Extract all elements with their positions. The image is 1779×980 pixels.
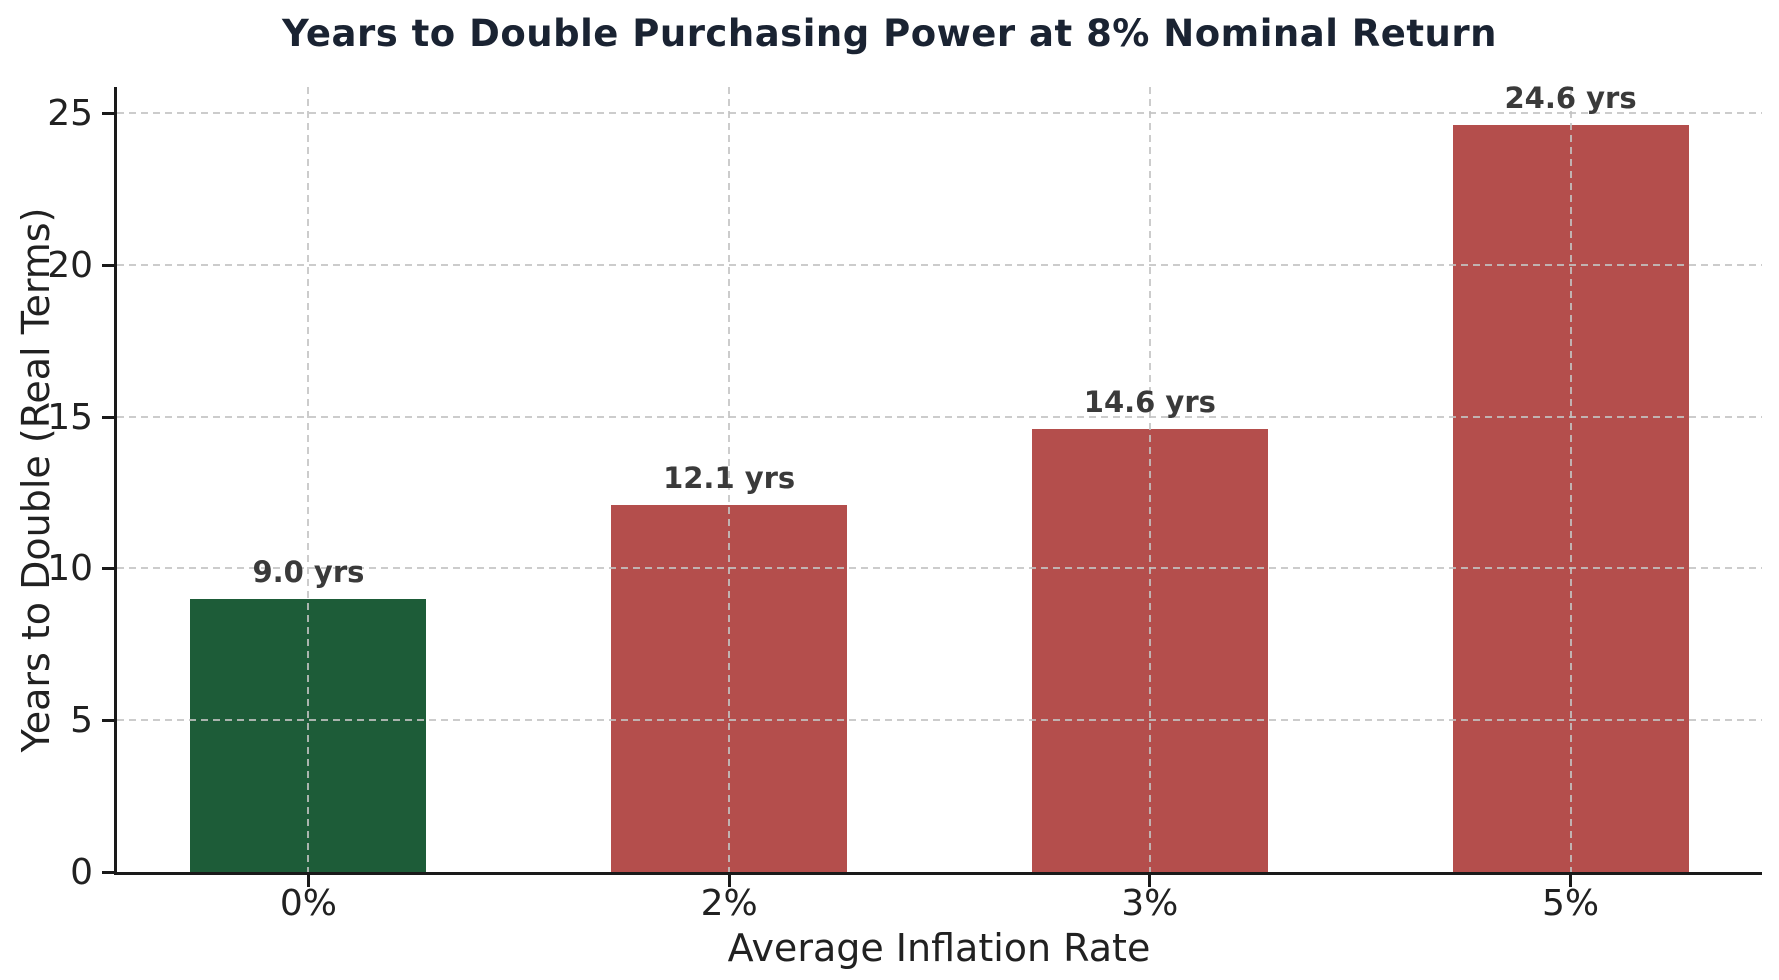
y-tickmark-0 — [102, 871, 114, 874]
y-tickmark-25 — [102, 112, 114, 115]
bar-value-label-5%: 24.6 yrs — [1504, 81, 1637, 116]
y-tick-label-20: 20 — [47, 244, 93, 286]
x-tickmark-2% — [727, 875, 731, 887]
y-tickmark-20 — [102, 263, 114, 267]
x-tick-label-2%: 2% — [700, 883, 758, 924]
y-tickmark-5 — [102, 719, 114, 723]
x-axis-spine — [114, 872, 1762, 875]
y-tickmark-15 — [102, 415, 114, 419]
bar-value-label-2%: 12.1 yrs — [663, 460, 796, 495]
h-gridline-15 — [117, 415, 1762, 418]
v-gridline-0% — [307, 87, 310, 872]
x-tick-label-3%: 3% — [1121, 883, 1179, 924]
x-tickmark-3% — [1148, 875, 1152, 887]
v-gridline-2% — [728, 87, 731, 872]
h-gridline-25 — [117, 112, 1762, 114]
bar-value-label-3%: 14.6 yrs — [1083, 384, 1216, 419]
chart-title: Years to Double Purchasing Power at 8% N… — [282, 12, 1497, 55]
y-tick-label-25: 25 — [47, 93, 93, 134]
y-tick-label-10: 10 — [47, 548, 93, 590]
h-gridline-5 — [117, 719, 1762, 722]
h-gridline-10 — [117, 567, 1762, 570]
x-tickmark-0% — [306, 875, 310, 887]
v-gridline-5% — [1569, 87, 1572, 872]
x-axis-label: Average Inflation Rate — [727, 926, 1151, 970]
x-tick-label-5%: 5% — [1542, 883, 1600, 924]
x-tickmark-5% — [1569, 875, 1573, 887]
y-tick-label-0: 0 — [70, 852, 93, 893]
v-gridline-3% — [1148, 87, 1151, 872]
y-axis-label: Years to Double (Real Terms) — [14, 207, 58, 753]
bar-value-label-0%: 9.0 yrs — [252, 554, 365, 589]
y-tickmark-10 — [102, 567, 114, 571]
y-tick-label-5: 5 — [70, 700, 93, 742]
y-tick-label-15: 15 — [47, 396, 93, 438]
h-gridline-20 — [117, 263, 1762, 266]
x-tick-label-0%: 0% — [279, 883, 337, 924]
y-axis-spine — [114, 87, 117, 875]
